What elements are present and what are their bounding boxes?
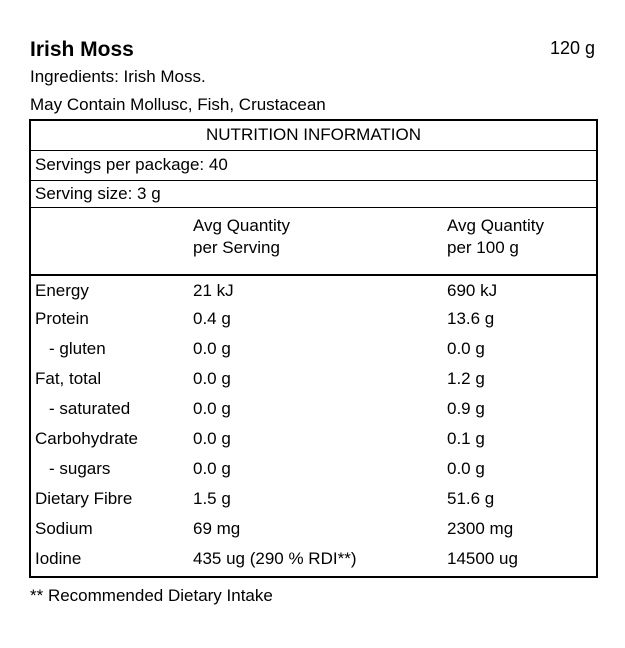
nutrient-name: Sodium <box>35 519 93 538</box>
serving-size-row: Serving size: 3 g <box>31 181 596 208</box>
nutrient-per-serving: 21 kJ <box>193 281 234 300</box>
nutrient-name: Energy <box>35 281 89 300</box>
nutrient-row: Fat, total 0.0 g 1.2 g <box>31 366 596 396</box>
nutrient-per-serving: 69 mg <box>193 519 241 538</box>
nutrient-name: - gluten <box>49 339 106 358</box>
nutrient-per-100g: 690 kJ <box>447 281 498 300</box>
nutrition-panel: NUTRITION INFORMATION Servings per packa… <box>29 119 598 578</box>
allergen-text: May Contain Mollusc, Fish, Crustacean <box>30 95 326 114</box>
col-serving-header-line1: Avg Quantity <box>193 216 291 235</box>
panel-heading-row: NUTRITION INFORMATION <box>31 121 596 151</box>
nutrient-per-serving: 0.0 g <box>193 369 231 388</box>
nutrient-row: Iodine 435 ug (290 % RDI**) 14500 ug <box>31 546 596 576</box>
nutrient-row: - gluten 0.0 g 0.0 g <box>31 336 596 366</box>
nutrient-name: - saturated <box>49 399 131 418</box>
col-serving-header-line2: per Serving <box>193 238 280 257</box>
nutrient-row: Protein 0.4 g 13.6 g <box>31 306 596 336</box>
servings-per-package: Servings per package: 40 <box>35 155 228 174</box>
serving-size: Serving size: 3 g <box>35 184 161 203</box>
nutrient-per-100g: 0.0 g <box>447 339 485 358</box>
nutrient-row: - saturated 0.0 g 0.9 g <box>31 396 596 426</box>
col-100g-header-line1: Avg Quantity <box>447 216 545 235</box>
nutrient-per-100g: 2300 mg <box>447 519 514 538</box>
nutrient-per-100g: 0.9 g <box>447 399 485 418</box>
nutrient-name: Dietary Fibre <box>35 489 133 508</box>
nutrient-per-serving: 0.0 g <box>193 399 231 418</box>
nutrient-row: - sugars 0.0 g 0.0 g <box>31 456 596 486</box>
nutrient-row: Carbohydrate 0.0 g 0.1 g <box>31 426 596 456</box>
col-100g-header-line2: per 100 g <box>447 238 519 257</box>
nutrient-per-serving: 0.0 g <box>193 429 231 448</box>
nutrient-per-serving: 1.5 g <box>193 489 231 508</box>
servings-per-package-row: Servings per package: 40 <box>31 151 596 181</box>
panel-heading: NUTRITION INFORMATION <box>206 125 421 144</box>
net-weight: 120 g <box>549 38 595 58</box>
nutrient-name: Fat, total <box>35 369 102 388</box>
nutrient-per-100g: 0.0 g <box>447 459 485 478</box>
nutrient-per-serving: 0.4 g <box>193 309 231 328</box>
nutrient-per-serving: 0.0 g <box>193 339 231 358</box>
nutrient-per-100g: 0.1 g <box>447 429 485 448</box>
nutrient-per-100g: 1.2 g <box>447 369 485 388</box>
footnote: ** Recommended Dietary Intake <box>30 586 273 605</box>
nutrient-per-100g: 14500 ug <box>447 549 518 568</box>
column-header-row: Avg Quantity per Serving Avg Quantity pe… <box>31 208 596 276</box>
nutrient-row: Energy 21 kJ 690 kJ <box>31 276 596 306</box>
nutrient-per-serving: 0.0 g <box>193 459 231 478</box>
nutrient-per-100g: 13.6 g <box>447 309 495 328</box>
nutrient-name: Carbohydrate <box>35 429 139 448</box>
nutrient-name: - sugars <box>49 459 111 478</box>
nutrient-row: Dietary Fibre 1.5 g 51.6 g <box>31 486 596 516</box>
product-name: Irish Moss <box>30 38 134 61</box>
nutrient-per-serving: 435 ug (290 % RDI**) <box>193 549 357 568</box>
nutrient-name: Protein <box>35 309 89 328</box>
nutrient-name: Iodine <box>35 549 82 568</box>
nutrient-per-100g: 51.6 g <box>447 489 495 508</box>
ingredients-text: Ingredients: Irish Moss. <box>30 67 206 86</box>
nutrient-row: Sodium 69 mg 2300 mg <box>31 516 596 546</box>
